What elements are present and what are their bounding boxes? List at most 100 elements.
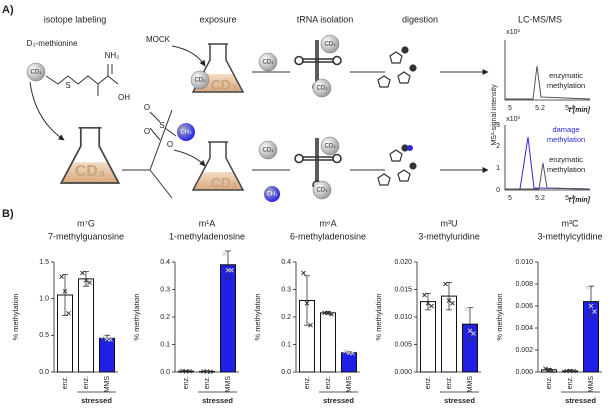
data-point xyxy=(80,270,85,276)
x-tick-label: enz. xyxy=(325,376,332,389)
data-point xyxy=(222,251,227,257)
x-tick-label: MMS xyxy=(225,376,232,393)
data-point xyxy=(546,367,552,373)
data-point xyxy=(301,270,306,276)
mms-bonds xyxy=(149,111,177,141)
bar xyxy=(341,352,357,373)
tick-label: 5.4 xyxy=(565,195,575,202)
label: CD₃ xyxy=(324,144,336,150)
label: x10³ xyxy=(506,116,520,123)
data-point xyxy=(446,298,452,303)
data-point xyxy=(571,368,576,374)
label-ball xyxy=(258,52,278,72)
group-label: stressed xyxy=(565,396,596,405)
tick-label: 3 xyxy=(496,122,500,129)
data-point xyxy=(108,337,113,343)
data-point xyxy=(104,336,110,342)
data-point xyxy=(329,311,334,317)
label: MOCK xyxy=(146,35,171,44)
step-title: exposure xyxy=(199,14,236,24)
label-ball xyxy=(190,70,210,90)
tick-label: 5 xyxy=(508,195,512,202)
group-label: stressed xyxy=(81,396,112,405)
arrow xyxy=(171,45,206,67)
tick-label: 0 xyxy=(496,187,500,194)
label: t [min] xyxy=(569,197,591,204)
bar xyxy=(99,337,115,373)
data-point xyxy=(464,306,469,312)
flask-label: CD₃ xyxy=(75,163,106,180)
y-tick-label: 0.008 xyxy=(515,281,533,288)
label: OH xyxy=(118,93,130,102)
y-tick-label: 0.005 xyxy=(394,341,412,348)
nucleosides xyxy=(377,144,417,186)
tick-label: 2 xyxy=(496,143,500,150)
axis-label: MS²-signal intensity xyxy=(491,84,498,146)
step-title: digestion xyxy=(402,14,438,24)
data-point xyxy=(62,289,68,294)
data-point xyxy=(180,368,185,374)
data-point xyxy=(187,368,192,374)
y-tick-label: 0.004 xyxy=(515,325,533,332)
label: O xyxy=(144,103,150,112)
chromatogram-axis xyxy=(504,40,590,101)
panel-label: A) xyxy=(2,4,14,16)
bar xyxy=(220,264,236,373)
bar xyxy=(420,301,436,373)
data-point xyxy=(201,369,206,374)
x-tick-label: enz. xyxy=(304,376,311,389)
data-point xyxy=(322,310,327,316)
label: CD₃ xyxy=(262,60,274,66)
label: t [min] xyxy=(569,107,591,114)
label: methylation xyxy=(547,135,585,144)
tick-label: 5.4 xyxy=(565,105,575,112)
data-point xyxy=(425,300,431,306)
chart-title: m³C xyxy=(562,218,579,228)
chart-subtitle: 7-methylguanosine xyxy=(48,231,124,241)
data-point xyxy=(592,309,597,314)
data-point xyxy=(585,284,590,290)
trace xyxy=(505,65,591,100)
methyl-ball xyxy=(264,186,280,202)
data-point xyxy=(467,328,473,334)
molecule-bonds xyxy=(45,75,119,96)
y-tick-label: 0.0 xyxy=(39,369,49,376)
label: enzymatic xyxy=(549,155,583,164)
y-tick-label: 1.0 xyxy=(39,296,49,303)
label: CD₃ xyxy=(30,70,42,76)
x-tick-label: enz. xyxy=(83,376,90,389)
x-tick-label: enz. xyxy=(446,376,453,389)
tick-label: 5.2 xyxy=(535,105,545,112)
data-point xyxy=(59,274,64,279)
data-point xyxy=(422,292,427,298)
error-bar xyxy=(304,275,310,326)
y-tick-label: 0.0 xyxy=(160,369,170,376)
label-ball xyxy=(320,136,340,156)
y-tick-label: 0.1 xyxy=(160,341,170,348)
label: CD₃ xyxy=(316,188,328,194)
y-tick-label: 0.4 xyxy=(281,259,291,266)
y-tick-label: 0.0 xyxy=(281,369,291,376)
label: CD₃ xyxy=(316,86,328,92)
y-tick-label: 0.3 xyxy=(281,286,291,293)
axis-label: % methylation xyxy=(11,293,20,340)
tick-label: 5 xyxy=(508,105,512,112)
data-point xyxy=(450,300,455,306)
step-title: tRNA isolation xyxy=(297,14,354,24)
axis-label: % methylation xyxy=(132,293,141,340)
y-tick-label: 0.2 xyxy=(281,314,291,321)
chart-subtitle: 1-methyladenosine xyxy=(169,231,245,241)
y-tick-label: 0.015 xyxy=(394,286,412,293)
y-tick-label: 0.3 xyxy=(160,286,170,293)
y-tick-label: 0.006 xyxy=(515,303,533,310)
label: CH₃ xyxy=(266,192,278,198)
chart-title: m⁷G xyxy=(77,218,95,228)
y-tick-label: 0.4 xyxy=(160,259,170,266)
group-label: stressed xyxy=(202,396,233,405)
label-ball xyxy=(320,34,340,54)
label-ball xyxy=(312,78,332,98)
x-tick-label: enz. xyxy=(425,376,432,389)
y-tick-label: 0.010 xyxy=(394,314,412,321)
panel-label: B) xyxy=(2,208,14,220)
